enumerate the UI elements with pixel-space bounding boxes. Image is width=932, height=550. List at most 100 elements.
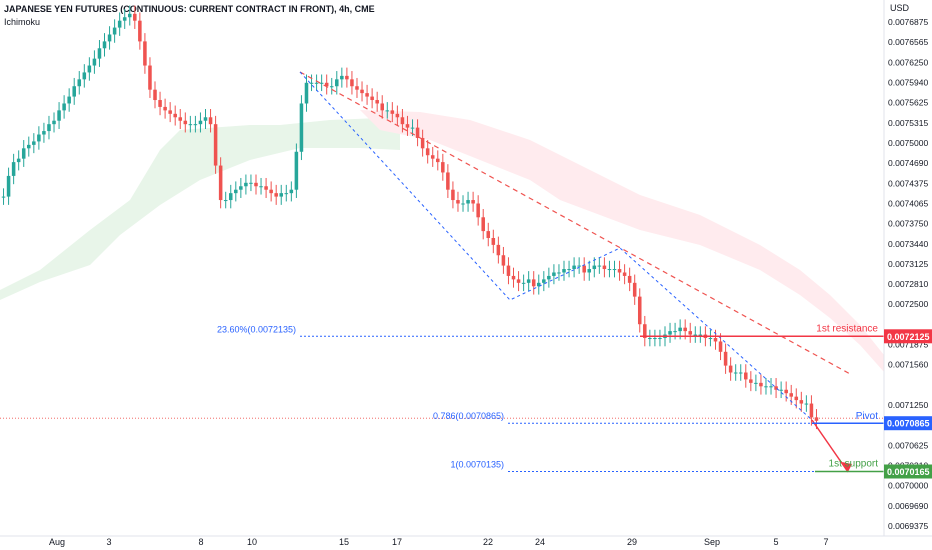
candle-body [6,175,11,197]
support-badge-text: 0.0070165 [887,467,930,477]
pivot-badge [884,416,932,431]
candle-body [769,386,773,388]
candle-body [678,327,682,332]
candle-body [486,231,491,238]
candle-body [814,417,819,421]
fib-label-1: 1(0.0070135) [450,460,504,470]
candle-body [284,193,289,195]
candle-body [410,127,415,129]
candle-body [213,124,218,166]
x-tick-label: Aug [49,537,65,547]
candle-body [163,106,167,111]
candle-body [329,86,334,88]
candle-body [723,351,728,366]
candle-body [153,89,157,101]
candle-body [178,117,183,121]
candle-body [693,334,698,336]
y-tick-label: 0.0071560 [888,360,928,370]
candle-body [340,75,344,80]
candle-body [254,182,258,187]
projection-path [299,71,813,421]
candle-body [562,269,566,273]
candle-body [759,382,763,387]
candle-body [375,100,379,104]
candle-body [380,103,384,111]
candle-body [425,148,430,156]
fib-label-236: 23.60%(0.0072135) [217,324,296,334]
candle-body [228,193,233,201]
level-name-pivot: Pivot [856,411,878,422]
candle-body [547,275,551,280]
candle-body [203,117,208,121]
y-tick-label: 0.0069690 [888,501,928,511]
candle-body [148,65,152,90]
candle-body [370,96,374,101]
y-tick-label: 0.0072810 [888,279,928,289]
candle-body [607,269,612,271]
y-tick-label: 0.0076250 [888,57,928,67]
candle-body [324,82,329,87]
candle-body [127,13,132,18]
candle-body [249,182,253,184]
y-tick-label: 0.0075940 [888,77,928,87]
annotation-lines [0,71,884,473]
x-tick-label: 22 [483,537,493,547]
candle-body [198,120,203,125]
candle-body [436,158,440,163]
candle-body [496,244,501,256]
candle-body [415,127,420,138]
candle-body [112,27,117,35]
candle-body [587,269,592,273]
candle-body [728,365,733,373]
candle-body [138,20,142,42]
y-tick-label: 0.0074375 [888,178,928,188]
candle-body [345,75,349,80]
candle-body [244,182,248,187]
cloud-bullish [0,118,400,300]
candle-body [289,189,294,194]
y-tick-label: 0.0075625 [888,98,928,108]
candle-body [420,137,425,149]
x-tick-label: 17 [392,537,402,547]
candle-body [476,203,480,218]
cloud-bearish [360,110,884,372]
candle-body [335,79,339,87]
candle-body [592,265,597,270]
candle-body [471,200,475,204]
candle-body [668,331,672,335]
candle-body [117,20,122,28]
candle-body [16,158,21,163]
candle-body [632,282,637,297]
candle-body [713,338,718,342]
y-tick-label: 0.0070000 [888,481,928,491]
candle-body [754,382,758,384]
y-tick-label: 0.0075000 [888,138,928,148]
candle-body [360,89,364,94]
y-tick-label: 0.0071250 [888,400,928,410]
candle-body [738,372,743,374]
indicator-label: Ichimoku [4,17,41,27]
candle-body [582,265,586,273]
candle-body [774,386,778,390]
candle-body [57,110,61,121]
candle-body [82,72,87,80]
candle-body [355,86,359,90]
candle-body [239,186,243,190]
level-name-resistance: 1st resistance [816,323,878,334]
candle-body [234,189,238,194]
candle-body [637,296,642,325]
candle-body [21,148,26,159]
candle-body [789,393,793,397]
y-tick-label: 0.0076875 [888,17,928,27]
candle-body [804,403,809,405]
candle-body [390,110,395,114]
candle-body [97,48,102,59]
candle-body [32,141,36,145]
y-tick-label: 0.0075315 [888,118,928,128]
descending-trendline [299,71,853,376]
candle-body [446,172,450,190]
candle-body [47,124,51,132]
chart-title: JAPANESE YEN FUTURES (CONTINUOUS: CURREN… [4,4,375,14]
